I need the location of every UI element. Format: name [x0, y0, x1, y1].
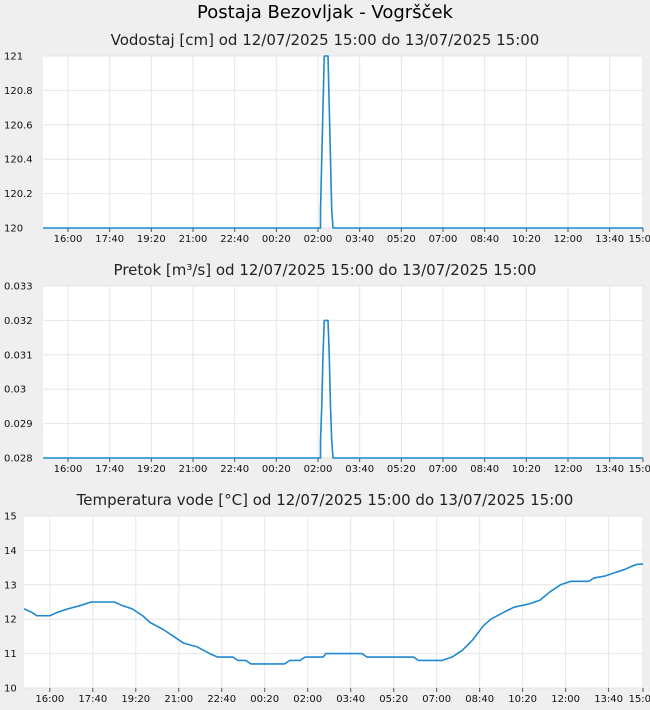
page-title: Postaja Bezovljak - Vogršček	[197, 2, 453, 23]
x-tick-label: 17:40	[78, 694, 107, 705]
x-tick-label: 08:40	[470, 234, 499, 245]
y-tick-label: 0.031	[4, 350, 33, 361]
y-tick-label: 120.6	[4, 120, 33, 131]
chart-1: 120 120.2 120.4 120.6 120.8 121 16:00 17:40 19:2…	[4, 52, 650, 246]
x-tick-label: 15:00	[629, 464, 650, 475]
y-tick-label: 120	[4, 224, 23, 235]
y-tick-label: 0.032	[4, 316, 33, 327]
x-tick-label: 22:40	[220, 234, 249, 245]
y-tick-label: 14	[4, 546, 17, 557]
x-tick-label: 19:20	[121, 694, 150, 705]
x-tick-label: 16:00	[54, 234, 83, 245]
chart-2: 0.028 0.029 0.03 0.031 0.032 0.033 16:00 17:40 1…	[4, 282, 650, 476]
x-tick-label: 19:20	[137, 464, 166, 475]
x-tick-label: 21:00	[179, 234, 208, 245]
plot-area	[24, 516, 643, 688]
x-tick-label: 21:00	[179, 464, 208, 475]
y-tick-label: 0.029	[4, 419, 33, 430]
y-tick-label: 0.033	[4, 282, 33, 293]
x-tick-label: 00:20	[262, 464, 291, 475]
x-tick-label: 07:00	[422, 694, 451, 705]
chart-3: 10 11 12 13 14 15 16:00 17:40 19:20 21:00 22:40 00:…	[4, 512, 650, 706]
x-tick-label: 22:40	[220, 464, 249, 475]
x-tick-label: 08:40	[470, 464, 499, 475]
y-tick-label: 121	[4, 52, 23, 63]
x-tick-label: 10:20	[512, 234, 541, 245]
x-tick-label: 05:20	[387, 464, 416, 475]
x-tick-label: 12:00	[551, 694, 580, 705]
x-tick-label: 17:40	[95, 464, 124, 475]
x-tick-label: 13:40	[595, 464, 624, 475]
series-line	[43, 319, 643, 459]
series-line	[43, 55, 643, 229]
x-tick-label: 15:00	[629, 694, 650, 705]
plot-area	[43, 286, 643, 458]
x-tick-label: 16:00	[35, 694, 64, 705]
x-tick-label: 03:40	[345, 234, 374, 245]
x-tick-label: 16:00	[54, 464, 83, 475]
chart-1-title: Vodostaj [cm] od 12/07/2025 15:00 do 13/…	[110, 31, 540, 49]
y-tick-label: 10	[4, 684, 17, 695]
x-tick-label: 13:40	[595, 234, 624, 245]
y-tick-label: 13	[4, 580, 17, 591]
x-tick-label: 02:00	[304, 234, 333, 245]
x-tick-label: 12:00	[554, 464, 583, 475]
x-tick-label: 05:20	[387, 234, 416, 245]
x-tick-label: 02:00	[293, 694, 322, 705]
x-tick-label: 00:20	[250, 694, 279, 705]
x-tick-label: 02:00	[304, 464, 333, 475]
x-tick-label: 07:00	[429, 464, 458, 475]
y-tick-label: 15	[4, 512, 17, 523]
x-tick-label: 07:00	[429, 234, 458, 245]
x-tick-label: 10:20	[508, 694, 537, 705]
chart-3-title: Temperatura vode [°C] od 12/07/2025 15:0…	[76, 491, 574, 509]
series-line	[23, 563, 643, 665]
x-tick-label: 13:40	[594, 694, 623, 705]
x-tick-label: 10:20	[512, 464, 541, 475]
x-tick-label: 17:40	[95, 234, 124, 245]
x-tick-label: 15:00	[629, 234, 650, 245]
x-tick-label: 12:00	[554, 234, 583, 245]
plot-area	[43, 56, 643, 228]
x-tick-label: 03:40	[336, 694, 365, 705]
x-tick-label: 21:00	[164, 694, 193, 705]
x-tick-label: 19:20	[137, 234, 166, 245]
x-tick-label: 00:20	[262, 234, 291, 245]
chart-2-title: Pretok [m³/s] od 12/07/2025 15:00 do 13/…	[113, 261, 537, 279]
y-tick-label: 0.03	[4, 385, 26, 396]
y-tick-label: 120.2	[4, 189, 33, 200]
y-tick-label: 11	[4, 649, 17, 660]
y-tick-label: 120.4	[4, 155, 33, 166]
y-tick-label: 120.8	[4, 86, 33, 97]
y-tick-label: 0.028	[4, 454, 33, 465]
y-tick-label: 12	[4, 615, 17, 626]
x-tick-label: 05:20	[379, 694, 408, 705]
x-tick-label: 03:40	[345, 464, 374, 475]
x-tick-label: 08:40	[465, 694, 494, 705]
x-tick-label: 22:40	[207, 694, 236, 705]
